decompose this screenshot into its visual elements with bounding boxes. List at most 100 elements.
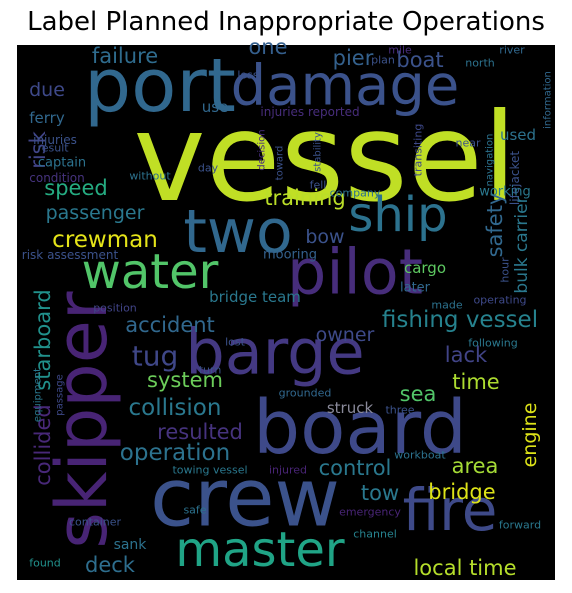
word: deck [85, 553, 136, 577]
word: condition [29, 171, 84, 185]
word: fell [310, 179, 327, 192]
word: master [175, 522, 345, 578]
word: safe [183, 504, 206, 517]
word: lost [225, 336, 246, 349]
word: loss [237, 69, 259, 82]
word: cargo [404, 259, 446, 277]
word: captain [38, 156, 86, 171]
word: port [84, 43, 236, 129]
word: operating [473, 294, 526, 307]
word: engine [519, 403, 541, 468]
word: channel [353, 528, 397, 541]
word: damage [231, 54, 460, 119]
word: control [319, 456, 392, 480]
word: decision [257, 129, 268, 170]
word: pilot [287, 236, 423, 309]
word: later [400, 281, 431, 296]
word: turn [199, 364, 222, 377]
word: crew [150, 452, 340, 545]
word: found [29, 557, 61, 570]
word: mooring [263, 248, 317, 263]
word: bulk carrier [512, 196, 532, 293]
word: sea [400, 382, 437, 406]
word: board [253, 385, 467, 471]
word: use [202, 98, 229, 116]
word: position [93, 302, 137, 315]
word: risk [26, 130, 50, 168]
word: bridge [428, 480, 495, 504]
word: boat [396, 48, 443, 72]
word: vessel [133, 87, 516, 229]
word: mile [388, 44, 412, 57]
word: barge [185, 316, 364, 389]
word: passenger [46, 202, 145, 224]
word: toward [275, 146, 286, 181]
word: speed [44, 176, 107, 200]
word: area [452, 454, 499, 478]
chart-title: Label Planned Inappropriate Operations [27, 7, 545, 37]
word: grounded [279, 387, 332, 400]
word: equipment [33, 368, 44, 422]
word: bow [305, 226, 344, 248]
word: training [264, 186, 345, 210]
word: accident [125, 313, 215, 337]
word: information [543, 71, 554, 129]
word: fishing vessel [382, 307, 538, 333]
word: lifejacket [508, 151, 522, 205]
word: passage [55, 374, 66, 416]
word: workboat [394, 449, 446, 462]
word: container [69, 516, 122, 529]
word: injuries [33, 133, 77, 147]
word: day [198, 162, 219, 175]
word: skipper [41, 291, 123, 548]
word: local time [413, 556, 516, 580]
word: starboard [31, 289, 55, 390]
word: owner [316, 324, 375, 346]
word: two [183, 197, 292, 267]
word: ship [348, 187, 447, 243]
word: following [468, 337, 517, 350]
word: resulted [157, 420, 243, 444]
word: struck [327, 399, 374, 417]
word: failure [92, 44, 158, 68]
word: working [479, 185, 531, 200]
word: three [385, 404, 414, 417]
word: result [37, 142, 69, 155]
word: operation [120, 440, 230, 466]
word: bridge team [209, 288, 301, 306]
word: pier [333, 46, 374, 70]
word: ferry [29, 109, 65, 127]
word: without [129, 170, 171, 183]
word: stability [313, 132, 324, 172]
word: system [147, 368, 223, 392]
word: tug [132, 340, 179, 373]
word: used [500, 126, 536, 144]
word: time [452, 370, 499, 394]
word: one [248, 35, 287, 59]
cloud-background [17, 45, 555, 580]
word: river [499, 44, 525, 57]
word: risk assessment [22, 248, 119, 262]
word: made [431, 299, 462, 312]
word: collided [31, 404, 55, 485]
word: transiting [412, 124, 425, 177]
word: forward [499, 519, 541, 532]
word: navigation [485, 134, 496, 187]
word: collision [129, 395, 222, 421]
word: crewman [52, 227, 158, 253]
word: towing vessel [172, 464, 247, 477]
word: north [465, 57, 495, 70]
word: water [82, 244, 219, 300]
word: injuries reported [260, 105, 359, 119]
word: sank [114, 537, 148, 553]
word: tow [361, 481, 399, 505]
word: fire [403, 476, 498, 544]
word: hour [499, 257, 512, 283]
word: injured [269, 464, 307, 477]
word: emergency [339, 506, 401, 519]
word: due [29, 79, 65, 101]
word: lack [445, 343, 488, 367]
word: near [455, 137, 480, 150]
word: company [330, 187, 381, 200]
